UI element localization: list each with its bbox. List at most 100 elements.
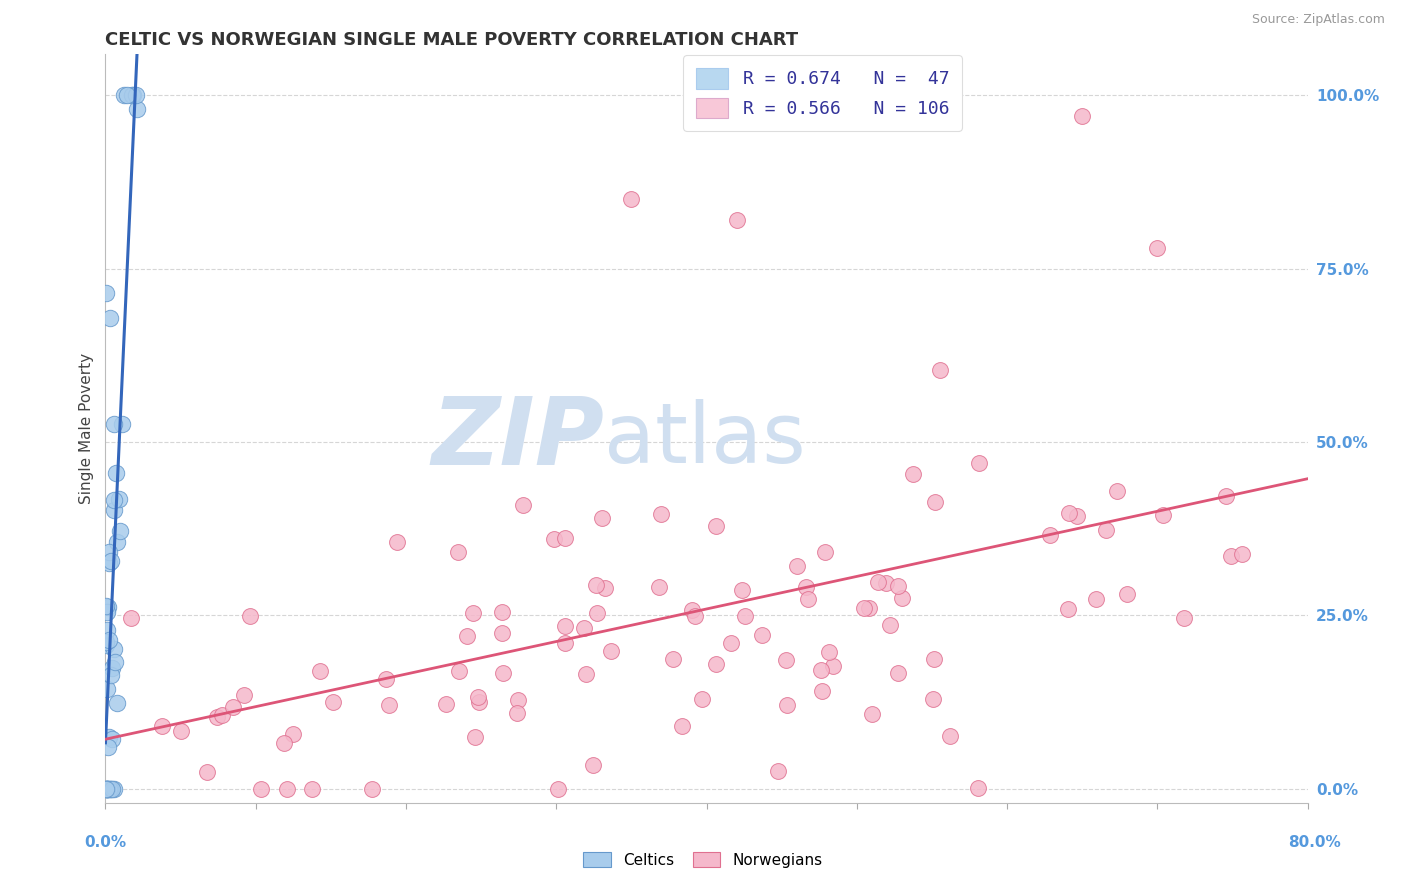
- Point: [97, 600, 120, 615]
- Point: [582, 758, 605, 772]
- Point: [468, 695, 491, 709]
- Point: [101, 731, 124, 746]
- Point: [361, 781, 384, 796]
- Point: [276, 781, 298, 796]
- Point: [967, 780, 990, 795]
- Point: [104, 466, 127, 480]
- Text: Source: ZipAtlas.com: Source: ZipAtlas.com: [1251, 13, 1385, 27]
- Point: [105, 696, 128, 710]
- Point: [620, 192, 643, 206]
- Point: [98, 310, 121, 325]
- Point: [886, 666, 908, 681]
- Point: [309, 664, 332, 678]
- Point: [385, 535, 408, 549]
- Point: [506, 706, 529, 720]
- Point: [96, 781, 118, 796]
- Point: [104, 656, 127, 670]
- Point: [434, 698, 457, 712]
- Point: [1232, 547, 1254, 561]
- Point: [103, 417, 125, 431]
- Point: [96, 635, 118, 649]
- Point: [1173, 611, 1195, 625]
- Point: [786, 559, 808, 574]
- Point: [647, 580, 669, 594]
- Point: [100, 781, 122, 796]
- Point: [461, 607, 484, 621]
- Text: atlas: atlas: [605, 399, 806, 480]
- Point: [96, 286, 118, 301]
- Point: [879, 618, 901, 632]
- Point: [751, 628, 773, 642]
- Point: [554, 618, 576, 632]
- Point: [233, 688, 256, 702]
- Point: [512, 498, 534, 512]
- Point: [858, 601, 880, 615]
- Point: [704, 518, 727, 533]
- Point: [96, 781, 118, 796]
- Point: [554, 531, 576, 545]
- Point: [543, 532, 565, 546]
- Point: [891, 591, 914, 605]
- Point: [103, 641, 125, 656]
- Point: [103, 781, 125, 796]
- Point: [96, 624, 118, 638]
- Point: [671, 719, 693, 733]
- Point: [508, 692, 530, 706]
- Text: CELTIC VS NORWEGIAN SINGLE MALE POVERTY CORRELATION CHART: CELTIC VS NORWEGIAN SINGLE MALE POVERTY …: [105, 31, 799, 49]
- Point: [222, 700, 245, 714]
- Point: [103, 493, 125, 508]
- Point: [97, 731, 120, 745]
- Point: [447, 545, 470, 559]
- Point: [794, 581, 817, 595]
- Point: [97, 545, 120, 559]
- Point: [731, 582, 754, 597]
- Point: [860, 706, 883, 721]
- Point: [169, 724, 191, 739]
- Point: [108, 491, 131, 506]
- Point: [776, 698, 799, 712]
- Point: [207, 709, 229, 723]
- Point: [650, 507, 672, 521]
- Point: [811, 684, 834, 698]
- Point: [681, 602, 703, 616]
- Point: [797, 592, 820, 607]
- Point: [96, 781, 118, 796]
- Point: [464, 730, 486, 744]
- Point: [96, 781, 118, 796]
- Point: [720, 636, 742, 650]
- Point: [100, 554, 122, 568]
- Point: [96, 781, 118, 796]
- Point: [97, 556, 120, 570]
- Point: [734, 609, 756, 624]
- Point: [96, 781, 118, 796]
- Point: [125, 102, 148, 116]
- Point: [922, 652, 945, 666]
- Point: [96, 599, 118, 613]
- Point: [125, 88, 148, 103]
- Point: [239, 608, 262, 623]
- Point: [456, 629, 478, 643]
- Point: [103, 503, 125, 517]
- Point: [375, 672, 398, 686]
- Point: [491, 665, 513, 680]
- Point: [250, 781, 273, 796]
- Point: [821, 659, 844, 673]
- Point: [491, 626, 513, 640]
- Point: [1056, 602, 1078, 616]
- Point: [929, 362, 952, 376]
- Point: [96, 681, 118, 696]
- Point: [273, 736, 295, 750]
- Point: [575, 666, 598, 681]
- Point: [322, 695, 344, 709]
- Text: 80.0%: 80.0%: [1288, 836, 1341, 850]
- Point: [115, 88, 138, 103]
- Point: [378, 698, 401, 712]
- Text: ZIP: ZIP: [432, 393, 605, 485]
- Point: [585, 578, 607, 592]
- Point: [1215, 490, 1237, 504]
- Point: [692, 692, 714, 706]
- Point: [121, 88, 143, 103]
- Point: [110, 524, 132, 538]
- Point: [100, 668, 122, 682]
- Point: [467, 690, 489, 705]
